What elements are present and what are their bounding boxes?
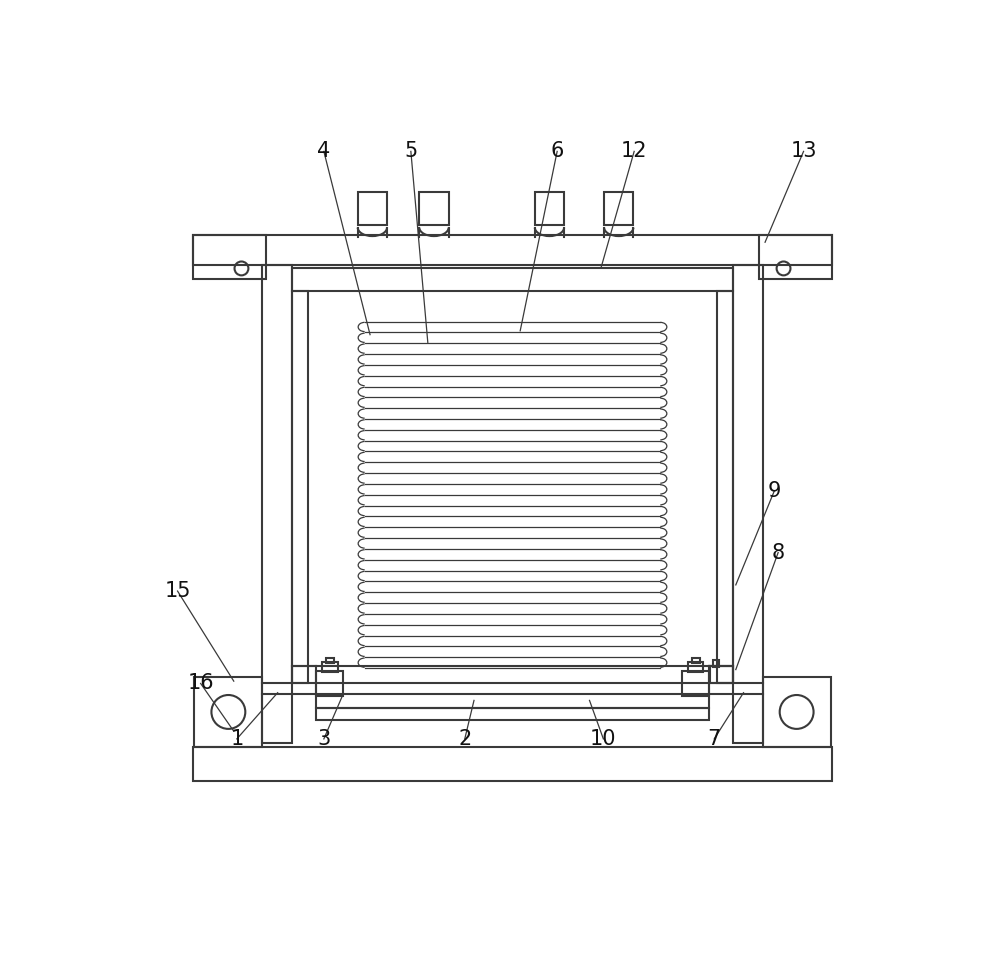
- Bar: [316, 671, 343, 696]
- Text: 10: 10: [590, 729, 617, 749]
- Bar: [759, 234, 832, 279]
- Bar: [193, 234, 832, 265]
- Bar: [733, 265, 763, 743]
- Bar: [193, 234, 266, 279]
- Bar: [193, 747, 832, 781]
- Bar: [326, 658, 334, 663]
- Bar: [322, 661, 338, 672]
- Bar: [717, 291, 733, 684]
- Text: 2: 2: [458, 729, 471, 749]
- Text: 6: 6: [550, 141, 564, 161]
- Bar: [292, 665, 733, 683]
- Text: 15: 15: [164, 581, 191, 601]
- Bar: [194, 678, 262, 747]
- Bar: [358, 192, 387, 226]
- Text: 7: 7: [708, 729, 721, 749]
- Text: 5: 5: [404, 141, 417, 161]
- Text: 16: 16: [187, 674, 214, 693]
- Bar: [682, 671, 709, 696]
- Bar: [713, 660, 719, 666]
- Bar: [316, 694, 709, 708]
- Bar: [710, 665, 733, 683]
- Bar: [692, 658, 700, 663]
- Bar: [763, 678, 831, 747]
- Text: 4: 4: [317, 141, 330, 161]
- Bar: [688, 661, 703, 672]
- Text: 1: 1: [230, 729, 243, 749]
- Bar: [292, 268, 733, 291]
- Bar: [262, 265, 292, 743]
- Text: 3: 3: [317, 729, 330, 749]
- Text: 9: 9: [768, 481, 781, 501]
- Text: 8: 8: [772, 542, 785, 563]
- Bar: [419, 192, 449, 226]
- Bar: [292, 291, 308, 684]
- Text: 13: 13: [790, 141, 817, 161]
- Bar: [316, 708, 709, 720]
- Text: 12: 12: [621, 141, 647, 161]
- Bar: [535, 192, 564, 226]
- Bar: [604, 192, 633, 226]
